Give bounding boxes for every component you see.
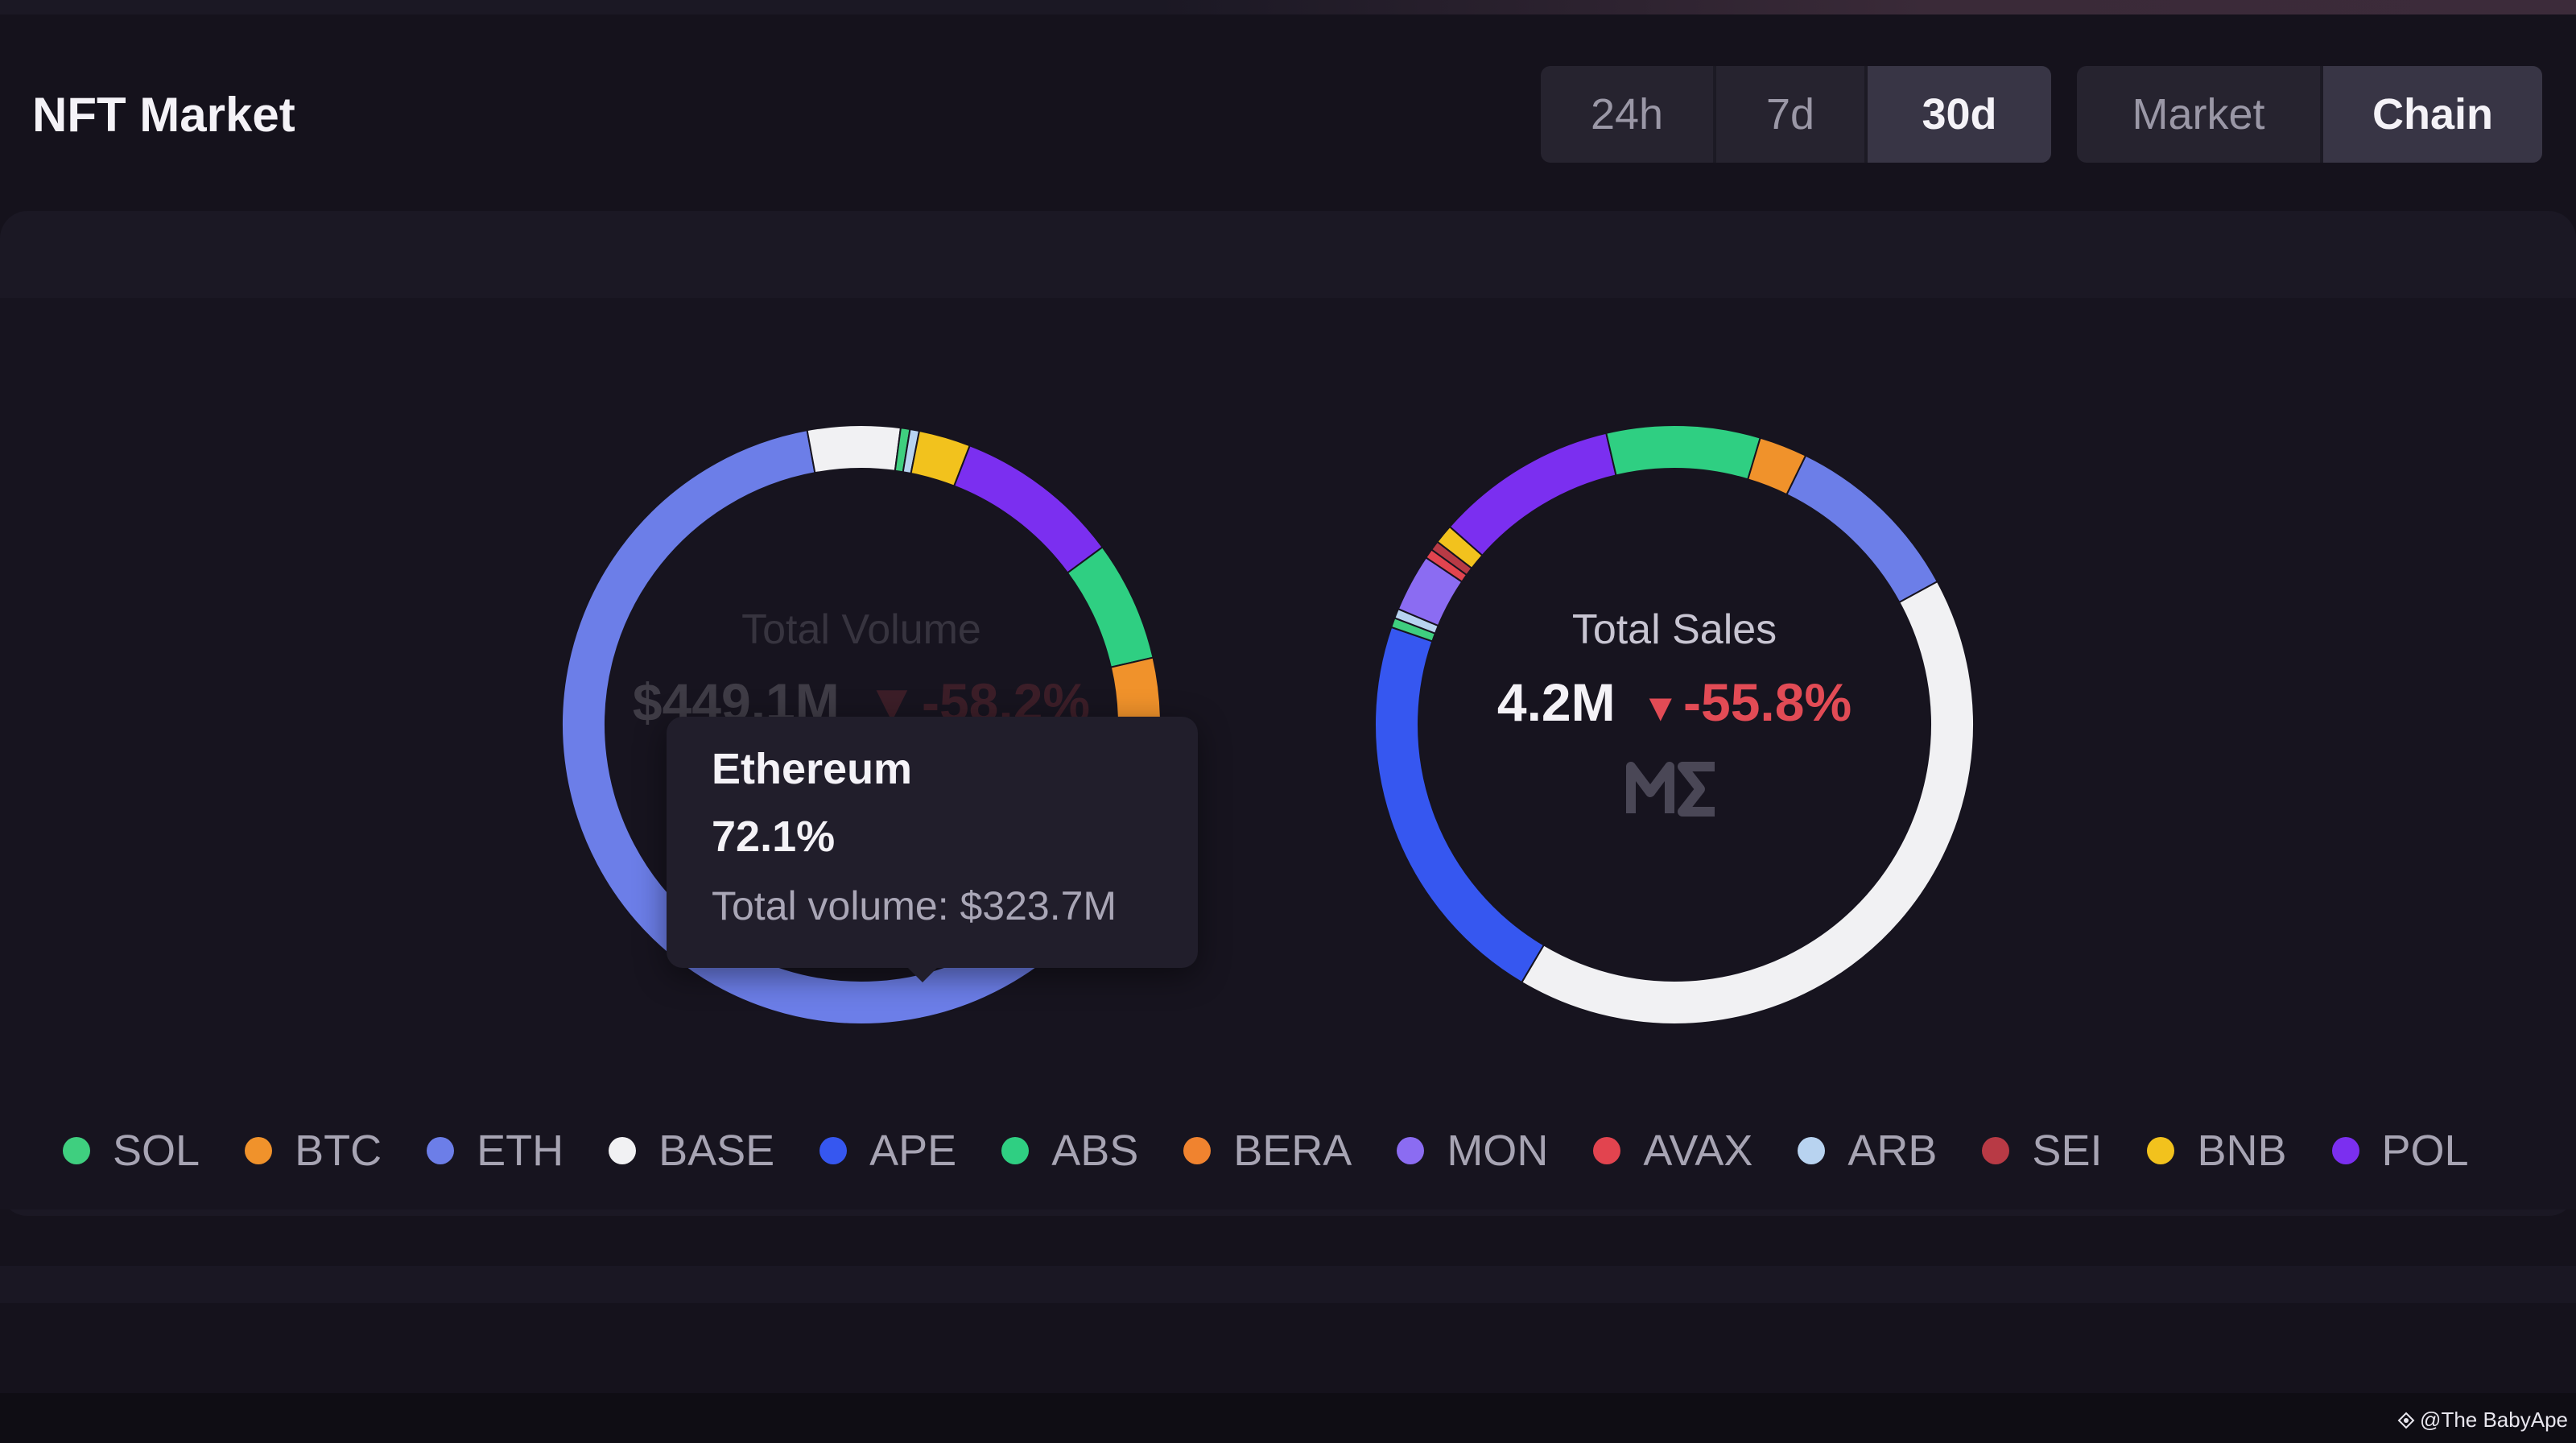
- legend-item-arb[interactable]: ARB: [1798, 1126, 1937, 1176]
- volume-slice-btc[interactable]: [1109, 656, 1162, 726]
- chart-tooltip: Ethereum 72.1% Total volume: $323.7M: [667, 717, 1198, 982]
- watermark-icon: [2397, 1412, 2415, 1429]
- watermark-text: @The BabyApe: [2420, 1408, 2568, 1432]
- magic-eden-logo-icon: [1433, 757, 1916, 825]
- legend-item-bnb[interactable]: BNB: [2147, 1126, 2287, 1176]
- tab-market[interactable]: Market: [2132, 90, 2265, 139]
- sales-slice-abs[interactable]: [1605, 424, 1761, 481]
- sales-slice-eth[interactable]: [1785, 454, 1939, 604]
- legend-dot: [2331, 1137, 2359, 1164]
- view-selector: Market Chain: [2077, 66, 2542, 163]
- legend-item-ape[interactable]: APE: [819, 1126, 956, 1176]
- legend-dot: [1397, 1137, 1425, 1164]
- sales-slice-base[interactable]: [1520, 580, 1975, 1025]
- chart-legend: SOL BTC ETH BASE APE ABS BERA MON AVAX ARB SEI BNB P…: [63, 1126, 2514, 1176]
- legend-item-sei[interactable]: SEI: [1982, 1126, 2102, 1176]
- sales-center-value: 4.2M: [1496, 672, 1616, 732]
- legend-label: APE: [869, 1127, 957, 1175]
- chart-band: [0, 298, 2576, 1209]
- legend-item-btc[interactable]: BTC: [245, 1126, 382, 1176]
- volume-center: Total Volume $449.1M ▼ -58.2%: [620, 606, 1103, 733]
- time-range-selector: 24h 7d 30d: [1541, 66, 2051, 163]
- legend-dot: [1001, 1137, 1030, 1164]
- legend-item-pol[interactable]: POL: [2331, 1126, 2469, 1176]
- top-accent-line: [0, 0, 2576, 14]
- tooltip-pointer: [908, 968, 937, 982]
- sales-slice-pol[interactable]: [1448, 432, 1617, 557]
- sales-center: Total Sales 4.2M ▼ -55.8%: [1433, 606, 1916, 825]
- legend-label: SOL: [113, 1127, 200, 1175]
- legend-label: ETH: [477, 1127, 564, 1175]
- legend-label: SEI: [2032, 1127, 2103, 1175]
- legend-item-mon[interactable]: MON: [1397, 1126, 1548, 1176]
- bottom-bar: [0, 1393, 2576, 1443]
- legend-label: BERA: [1233, 1127, 1352, 1175]
- page-title: NFT Market: [32, 88, 295, 142]
- tooltip-chain-name: Ethereum: [712, 745, 913, 793]
- legend-label: BASE: [658, 1127, 775, 1175]
- tooltip-detail: Total volume: $323.7M: [712, 883, 1117, 928]
- legend-dot: [1183, 1137, 1212, 1164]
- legend-dot: [2147, 1137, 2175, 1164]
- volume-slice-eth[interactable]: [561, 428, 1162, 1025]
- legend-label: BNB: [2197, 1127, 2287, 1175]
- legend-item-base[interactable]: BASE: [609, 1126, 774, 1176]
- volume-slice-base[interactable]: [806, 424, 902, 474]
- tooltip-percent: 72.1%: [712, 812, 836, 861]
- tab-30d[interactable]: 30d: [1868, 66, 2051, 163]
- volume-center-label: Total Volume: [741, 606, 981, 653]
- legend-dot: [819, 1137, 848, 1164]
- legend-item-abs[interactable]: ABS: [1001, 1126, 1138, 1176]
- legend-dot: [245, 1137, 273, 1164]
- legend-dot: [1982, 1137, 2010, 1164]
- divider-strip: [0, 1266, 2576, 1303]
- sales-slice-btc[interactable]: [1746, 436, 1807, 496]
- legend-item-eth[interactable]: ETH: [427, 1126, 564, 1176]
- legend-dot: [63, 1137, 90, 1164]
- legend-dot: [427, 1137, 455, 1164]
- legend-label: ARB: [1847, 1127, 1938, 1175]
- legend-item-avax[interactable]: AVAX: [1593, 1126, 1752, 1176]
- tab-24h[interactable]: 24h: [1590, 90, 1664, 139]
- legend-dot: [1593, 1137, 1621, 1164]
- sales-change-arrow-icon: ▼: [1641, 687, 1680, 730]
- legend-item-bera[interactable]: BERA: [1183, 1126, 1352, 1176]
- volume-slice-pol[interactable]: [952, 444, 1104, 574]
- watermark: @The BabyApe: [2397, 1408, 2568, 1433]
- legend-label: POL: [2381, 1127, 2469, 1175]
- sales-center-change: -55.8%: [1683, 672, 1852, 732]
- tab-7d[interactable]: 7d: [1765, 90, 1815, 139]
- sales-center-label: Total Sales: [1571, 606, 1777, 653]
- legend-dot: [609, 1137, 637, 1164]
- legend-label: AVAX: [1643, 1127, 1753, 1175]
- tab-chain[interactable]: Chain: [2323, 66, 2542, 163]
- legend-item-sol[interactable]: SOL: [63, 1126, 200, 1176]
- legend-label: BTC: [295, 1127, 382, 1175]
- legend-label: MON: [1447, 1127, 1549, 1175]
- legend-dot: [1798, 1137, 1826, 1164]
- legend-label: ABS: [1051, 1127, 1139, 1175]
